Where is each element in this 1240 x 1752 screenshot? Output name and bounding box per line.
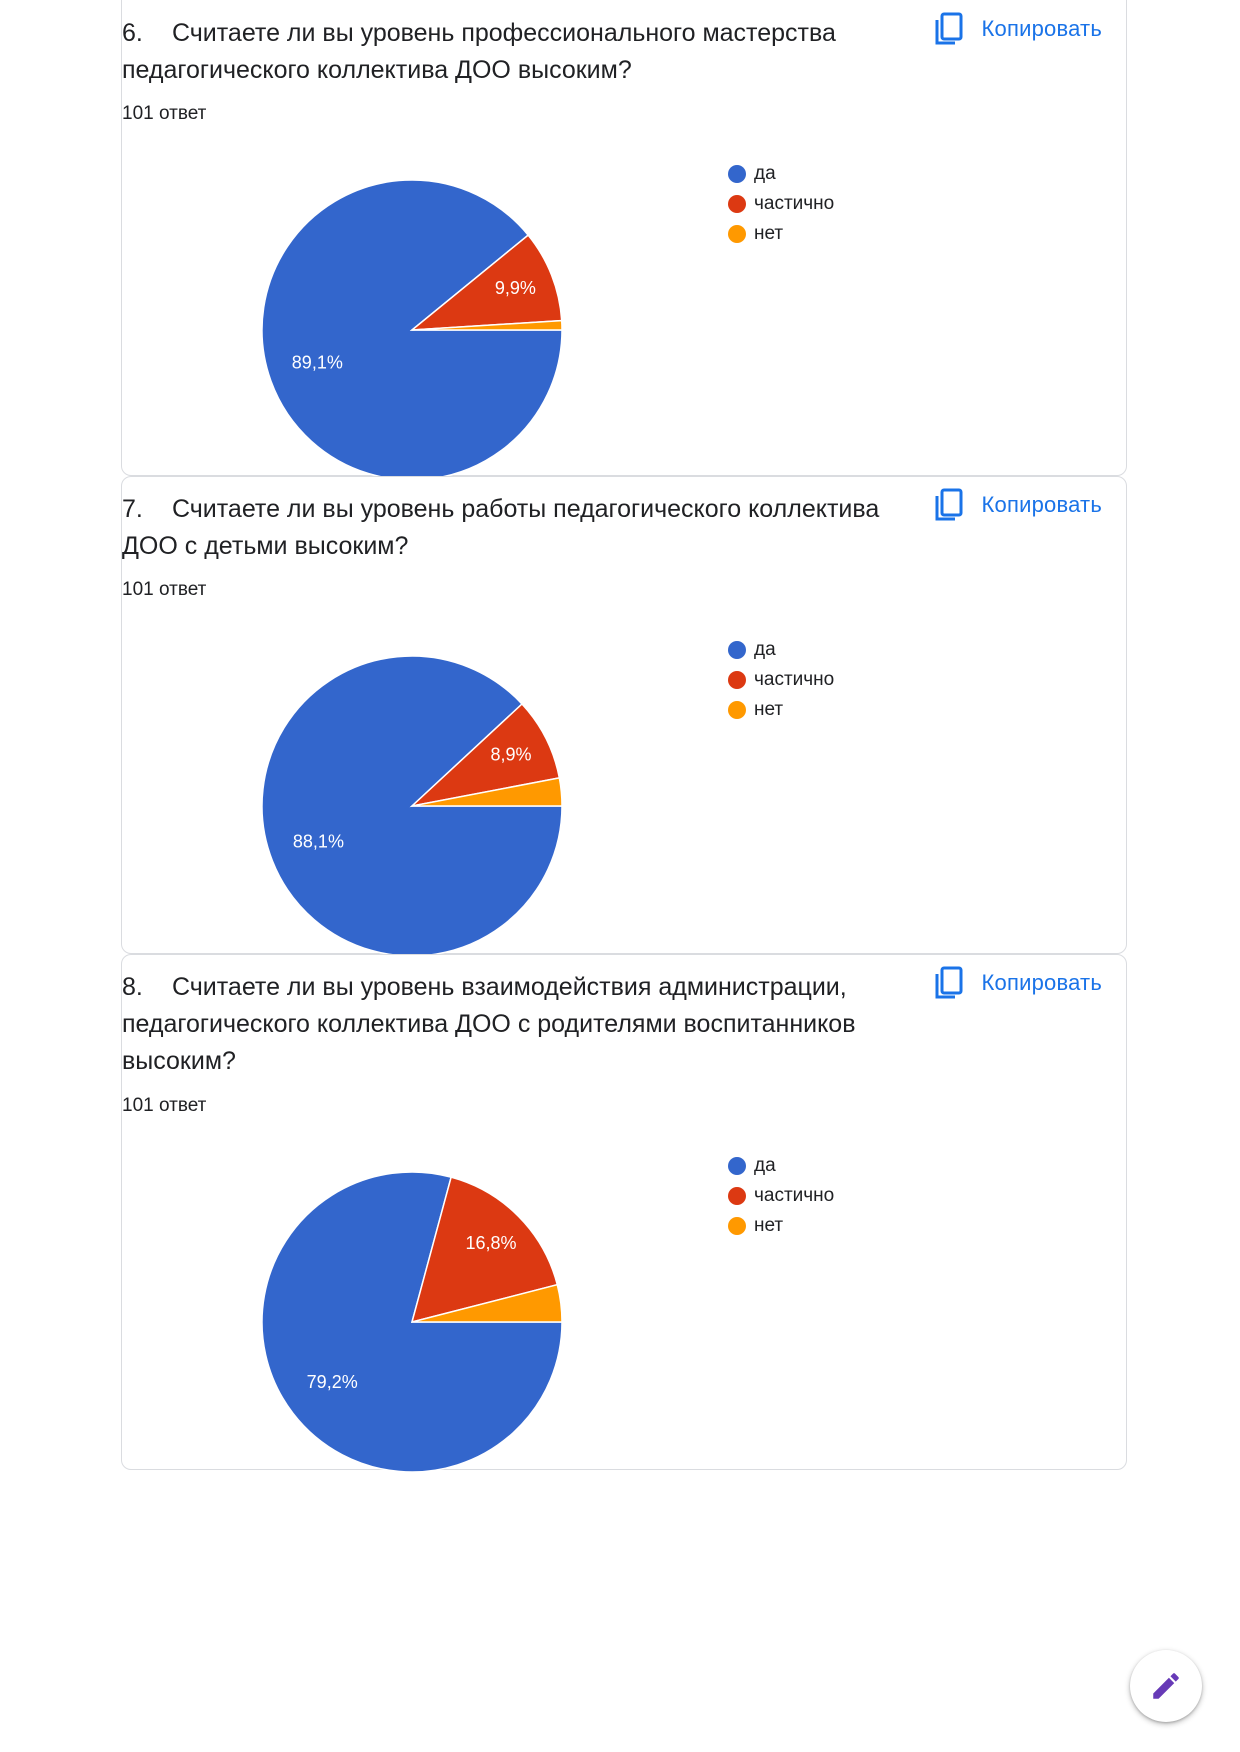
edit-button[interactable] bbox=[1130, 1650, 1202, 1722]
question-number: 7. bbox=[122, 495, 143, 523]
slice-chastichno bbox=[409, 234, 563, 331]
chart-legend: да частично нет bbox=[728, 1151, 834, 1241]
response-count: 101 ответ bbox=[122, 103, 207, 124]
legend-item: да bbox=[728, 635, 834, 665]
question-text: Считаете ли вы уровень профессионального… bbox=[122, 19, 836, 84]
slice-net bbox=[411, 777, 563, 807]
legend-item: нет bbox=[728, 1211, 834, 1241]
legend-swatch bbox=[728, 195, 746, 213]
legend-label: нет bbox=[754, 699, 784, 720]
pie-data-label: 79,2% bbox=[307, 1372, 358, 1392]
pie-chart: 89,1% 9,9% bbox=[261, 179, 563, 481]
copy-icon bbox=[935, 966, 963, 999]
question-title: 7. Считаете ли вы уровень работы педагоги… bbox=[122, 491, 922, 565]
copy-label: Копировать bbox=[981, 970, 1102, 995]
legend-item: нет bbox=[728, 695, 834, 725]
legend-swatch bbox=[728, 641, 746, 659]
legend-label: да bbox=[754, 163, 776, 184]
legend-label: да bbox=[754, 639, 776, 660]
legend-item: частично bbox=[728, 1181, 834, 1211]
legend-item: частично bbox=[728, 665, 834, 695]
legend-label: нет bbox=[754, 223, 784, 244]
legend-label: частично bbox=[754, 669, 835, 690]
copy-icon bbox=[935, 488, 963, 521]
legend-swatch bbox=[728, 165, 746, 183]
copy-button[interactable]: Копировать bbox=[934, 9, 1102, 49]
legend-label: нет bbox=[754, 1215, 784, 1236]
legend-item: да bbox=[728, 159, 834, 189]
question-text: Считаете ли вы уровень работы педагогиче… bbox=[122, 495, 880, 560]
question-number: 8. bbox=[122, 973, 143, 1001]
legend-label: частично bbox=[754, 1185, 835, 1206]
copy-label: Копировать bbox=[981, 492, 1102, 517]
question-title: 8. Считаете ли вы уровень взаимодействия … bbox=[122, 969, 922, 1080]
legend-swatch bbox=[728, 1217, 746, 1235]
copy-label: Копировать bbox=[981, 16, 1102, 41]
copy-icon bbox=[935, 12, 963, 45]
response-count: 101 ответ bbox=[122, 1095, 207, 1116]
question-card-8: 8. Считаете ли вы уровень взаимодействия … bbox=[121, 954, 1127, 1473]
legend-item: частично bbox=[728, 189, 834, 219]
pie-chart: 88,1% 8,9% bbox=[261, 655, 563, 957]
legend-swatch bbox=[728, 1187, 746, 1205]
pie-chart: 79,2% 16,8% bbox=[261, 1171, 563, 1473]
chart-legend: да частично нет bbox=[728, 635, 834, 725]
legend-label: частично bbox=[754, 193, 835, 214]
question-text: Считаете ли вы уровень взаимодействия ад… bbox=[122, 973, 856, 1075]
response-count: 101 ответ bbox=[122, 579, 207, 600]
slice-chastichno bbox=[410, 1176, 559, 1324]
slice-chastichno bbox=[409, 702, 561, 808]
slice-da bbox=[261, 1171, 563, 1473]
slice-net bbox=[411, 319, 563, 331]
copy-button[interactable]: Копировать bbox=[934, 485, 1102, 525]
pencil-icon bbox=[1153, 1673, 1179, 1699]
pie-data-label: 9,9% bbox=[495, 278, 536, 298]
legend-swatch bbox=[728, 1157, 746, 1175]
question-card-6: 6. Считаете ли вы уровень профессионально… bbox=[121, 0, 1127, 481]
legend-item: да bbox=[728, 1151, 834, 1181]
question-card-7: 7. Считаете ли вы уровень работы педагоги… bbox=[121, 476, 1127, 957]
pie-data-label: 16,8% bbox=[465, 1233, 516, 1253]
slice-net bbox=[411, 1283, 563, 1323]
pie-data-label: 89,1% bbox=[292, 352, 343, 372]
pie-data-label: 8,9% bbox=[491, 745, 532, 765]
question-number: 6. bbox=[122, 19, 143, 47]
slice-da bbox=[261, 179, 563, 481]
chart-legend: да частично нет bbox=[728, 159, 834, 249]
question-title: 6. Считаете ли вы уровень профессионально… bbox=[122, 15, 922, 89]
legend-label: да bbox=[754, 1155, 776, 1176]
legend-swatch bbox=[728, 701, 746, 719]
slice-da bbox=[261, 655, 563, 957]
copy-button[interactable]: Копировать bbox=[934, 963, 1102, 1003]
pie-data-label: 88,1% bbox=[293, 831, 344, 851]
legend-item: нет bbox=[728, 219, 834, 249]
legend-swatch bbox=[728, 671, 746, 689]
legend-swatch bbox=[728, 225, 746, 243]
